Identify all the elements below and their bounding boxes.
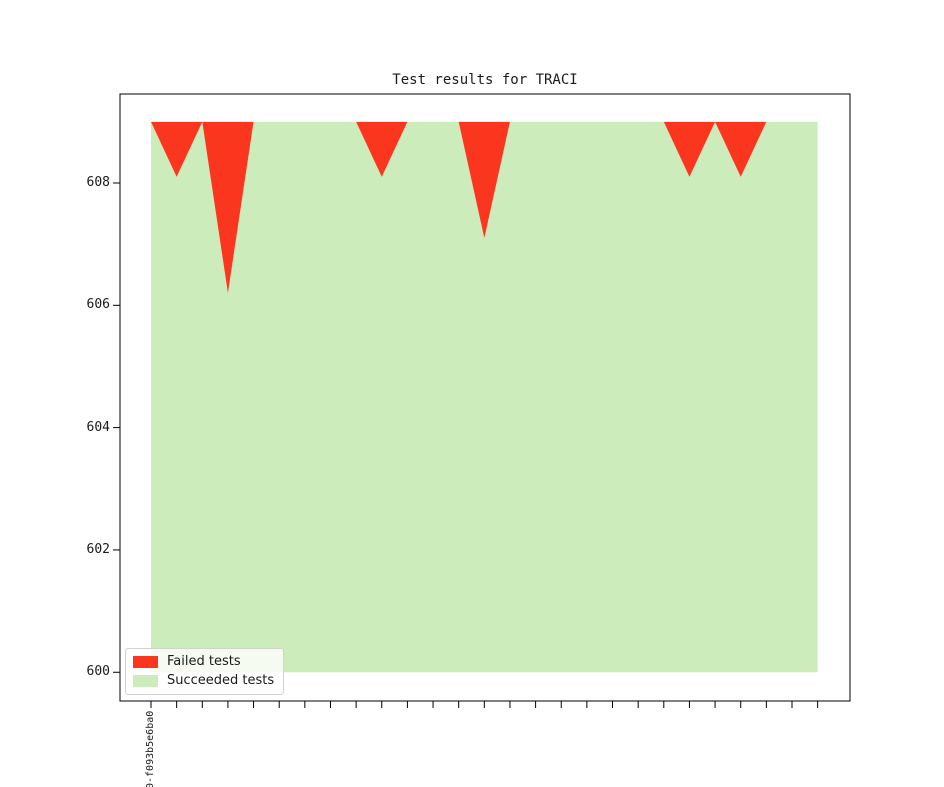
failed-spike [151,121,203,177]
succeeded-area [151,121,818,673]
y-tick-label: 602 [86,541,110,557]
legend-item-failed: Failed tests [133,654,274,670]
x-tick-label: 0-f093b5e6ba0 [145,710,156,787]
axes-spines [119,93,851,702]
y-tick-label: 606 [86,297,110,313]
failed-swatch-icon [133,656,158,668]
legend-item-succeeded: Succeeded tests [133,673,274,689]
failed-spike [458,121,510,239]
failed-spike [202,121,254,294]
failed-spike [663,121,716,177]
legend: Failed tests Succeeded tests [125,648,285,695]
y-tick-label: 604 [86,419,110,435]
chart-title: Test results for TRACI [392,72,578,88]
legend-label-succeeded: Succeeded tests [167,673,275,688]
y-tick-label: 608 [86,174,110,190]
failed-spike [356,121,408,177]
legend-label-failed: Failed tests [167,654,241,669]
failed-spike [715,121,767,177]
y-tick-label: 600 [86,664,110,680]
succeeded-swatch-icon [133,675,158,687]
